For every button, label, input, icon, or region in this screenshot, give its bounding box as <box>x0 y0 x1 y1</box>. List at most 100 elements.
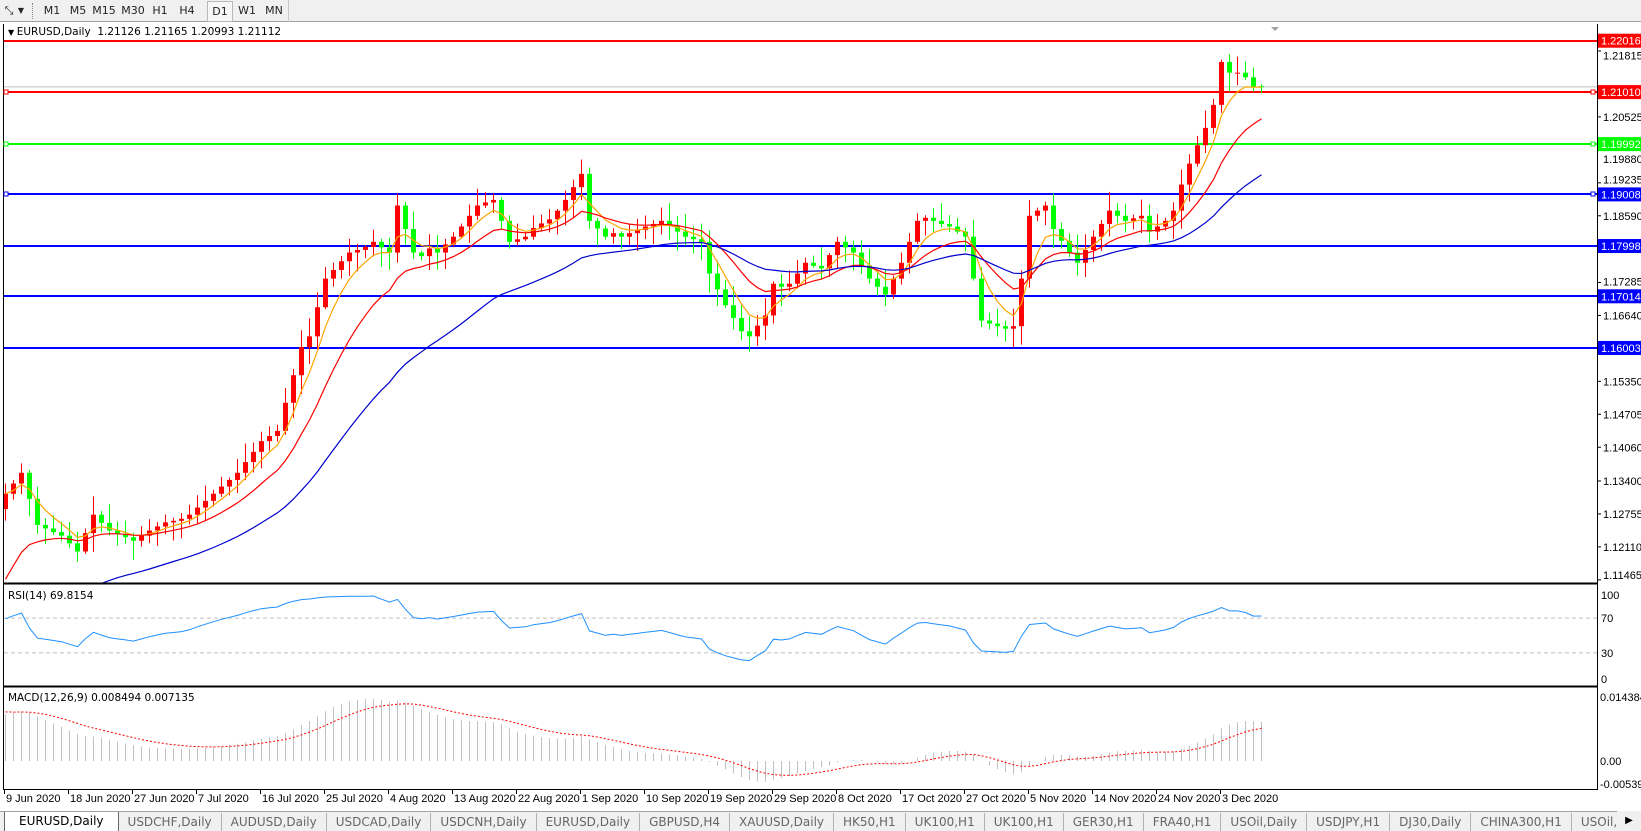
candle <box>883 269 888 307</box>
price-chart[interactable]: 1.21815 1.20525 1.19880 1.19235 1.18590 1.172… <box>0 22 1641 811</box>
candle <box>4 483 8 521</box>
candle <box>515 223 520 246</box>
candle <box>1075 234 1080 276</box>
candle <box>1195 135 1200 167</box>
chart-tab[interactable]: USDCNH,Daily <box>431 812 537 831</box>
candle <box>491 193 496 213</box>
candle-body <box>667 220 672 226</box>
candle <box>219 477 224 497</box>
candle <box>1123 204 1128 233</box>
candle-body <box>123 534 128 538</box>
candle-body <box>1091 236 1096 251</box>
timeframe-w1[interactable]: W1 <box>238 4 256 17</box>
candle-body <box>579 173 584 188</box>
candle-body <box>1195 145 1200 164</box>
chart-tab[interactable]: USDJPY,H1 <box>1307 812 1391 831</box>
candle-body <box>259 441 264 452</box>
chart-tab[interactable]: UK100,H1 <box>906 812 985 831</box>
chart-tab[interactable]: FRA40,H1 <box>1144 812 1222 831</box>
candle-body <box>763 315 768 326</box>
level-anchor-handle[interactable] <box>3 89 9 95</box>
timeframe-m30[interactable]: M30 <box>121 4 145 17</box>
candle-body <box>155 526 160 531</box>
macd-tick-label: -0.005396 <box>1600 779 1641 791</box>
candle-body <box>339 261 344 270</box>
timeframe-h4[interactable]: H4 <box>179 4 195 17</box>
level-anchor-handle[interactable] <box>1590 191 1596 197</box>
timeframe-m1[interactable]: M1 <box>43 4 61 17</box>
level-anchor-handle[interactable] <box>3 141 9 147</box>
candle-body <box>243 462 248 473</box>
chart-tab[interactable]: XAUUSD,Daily <box>730 812 835 831</box>
price-tick-label: 1.11465 <box>1603 570 1641 582</box>
price-tick-label: 1.19235 <box>1603 174 1641 186</box>
candle <box>939 203 944 228</box>
candle <box>1003 320 1008 342</box>
candle-body <box>131 537 136 541</box>
candle <box>987 312 992 330</box>
date-label: 16 Jul 2020 <box>262 793 319 805</box>
chart-tab[interactable]: GBPUSD,H4 <box>640 812 730 831</box>
candle <box>659 207 664 235</box>
toolbar-separator <box>288 0 289 22</box>
candle <box>699 223 704 260</box>
level-anchor-handle[interactable] <box>1590 89 1596 95</box>
candle-body <box>995 323 1000 327</box>
candle-body <box>475 205 480 216</box>
chart-tab[interactable]: AUDUSD,Daily <box>222 812 327 831</box>
price-tick-label: 1.18590 <box>1603 211 1641 223</box>
timeframe-m5[interactable]: M5 <box>69 4 87 17</box>
candle-body <box>419 252 424 257</box>
chart-tab[interactable]: UK100,H1 <box>985 812 1064 831</box>
candle-body <box>1075 252 1080 263</box>
chart-tab[interactable]: HK50,H1 <box>834 812 906 831</box>
candle <box>403 201 408 245</box>
dropdown-arrow-icon[interactable]: ▼ <box>17 6 25 15</box>
candle <box>827 252 832 277</box>
chart-tab[interactable]: GER30,H1 <box>1064 812 1144 831</box>
level-anchor-handle[interactable] <box>3 191 9 197</box>
chart-tab[interactable]: DJ30,Daily <box>1390 812 1472 831</box>
chart-tab[interactable]: EURUSD,Daily <box>537 812 641 831</box>
timeframe-h1[interactable]: H1 <box>152 4 168 17</box>
candle <box>243 443 248 481</box>
price-tick-label: 1.17285 <box>1603 276 1641 288</box>
candle <box>1251 67 1256 92</box>
chart-tab[interactable]: EURUSD,Daily <box>4 812 119 831</box>
candle <box>555 208 560 235</box>
candle-body <box>539 223 544 229</box>
symbol-menu-icon[interactable]: ▼ <box>8 28 17 37</box>
candle-body <box>611 233 616 237</box>
candle <box>739 304 744 340</box>
candle-body <box>923 217 928 221</box>
draw-tools-icon[interactable]: ⤡ <box>4 4 14 17</box>
candle-body <box>1139 215 1144 219</box>
candle-body <box>803 262 808 274</box>
candle <box>387 237 392 270</box>
candle-body <box>99 514 104 523</box>
level-anchor-handle[interactable] <box>1590 141 1596 147</box>
candle-body <box>899 262 904 279</box>
timeframe-d1[interactable]: D1 <box>207 1 233 22</box>
chart-tab[interactable]: CHINA300,H1 <box>1471 812 1572 831</box>
chart-tab[interactable]: USOil,Daily <box>1221 812 1308 831</box>
chart-tab[interactable]: USDCHF,Daily <box>119 812 222 831</box>
candle-body <box>1027 215 1032 279</box>
candle-body <box>1083 250 1088 263</box>
candle-body <box>43 524 48 529</box>
candle-body <box>939 220 944 224</box>
timeframe-mn[interactable]: MN <box>265 4 283 17</box>
candle <box>763 298 768 341</box>
candle <box>899 252 904 285</box>
tab-scroll-right-icon[interactable]: ▶ <box>1617 811 1641 831</box>
candle-body <box>451 236 456 245</box>
candle-body <box>787 283 792 287</box>
candle <box>715 260 720 306</box>
chart-tab[interactable]: USDCAD,Daily <box>327 812 432 831</box>
toolbar-grip[interactable] <box>32 3 36 19</box>
candle-body <box>715 273 720 290</box>
timeframe-m15[interactable]: M15 <box>92 4 116 17</box>
candle-body <box>979 278 984 321</box>
chart-shift-marker-icon[interactable] <box>1271 27 1279 31</box>
date-label: 14 Nov 2020 <box>1094 793 1156 805</box>
